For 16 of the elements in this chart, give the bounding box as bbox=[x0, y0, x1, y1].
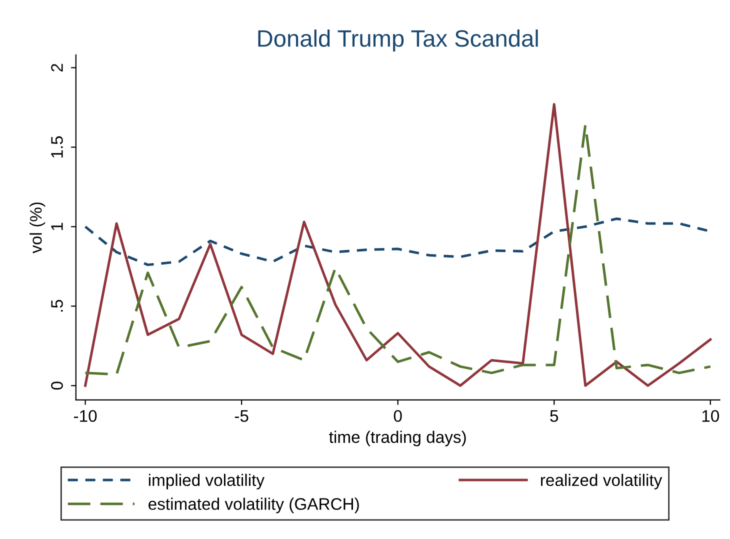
x-tick-label: 0 bbox=[394, 410, 402, 422]
y-axis-title: vol (%) bbox=[30, 202, 46, 254]
y-tick-label: 0 bbox=[51, 382, 63, 390]
y-tick-label: 1 bbox=[51, 222, 63, 230]
legend-label: realized volatility bbox=[541, 474, 662, 490]
x-tick-label: -5 bbox=[234, 410, 248, 422]
x-axis-title: time (trading days) bbox=[329, 430, 466, 446]
y-tick-label: 2 bbox=[51, 64, 63, 72]
y-tick-label: .5 bbox=[51, 300, 63, 312]
x-tick-label: 10 bbox=[702, 410, 720, 422]
chart-title: Donald Trump Tax Scandal bbox=[258, 30, 538, 52]
x-tick-label: -10 bbox=[74, 410, 97, 422]
legend-label: estimated volatility (GARCH) bbox=[148, 498, 359, 514]
y-tick-label: 1.5 bbox=[51, 136, 63, 158]
x-tick-label: 5 bbox=[550, 410, 558, 422]
legend-label: implied volatility bbox=[148, 474, 265, 490]
